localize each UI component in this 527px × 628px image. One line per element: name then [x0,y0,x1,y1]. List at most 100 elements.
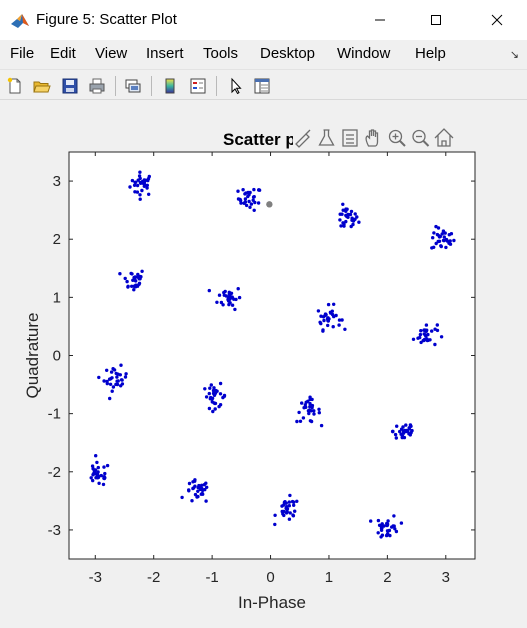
legend-button[interactable] [187,75,209,97]
scatter-point [213,391,218,395]
scatter-point [125,279,129,284]
chart-title: Scatter p [223,130,296,149]
scatter-point [217,293,222,297]
scatter-point [105,368,109,372]
scatter-point [285,507,289,512]
brush-icon[interactable] [293,128,313,148]
pan-icon[interactable] [363,128,384,148]
link-plot-button[interactable] [122,75,144,97]
scatter-point [377,523,382,527]
open-file-button[interactable] [31,75,53,97]
scatter-point [440,232,444,236]
scatter-point [130,272,134,276]
close-button[interactable] [474,0,520,40]
new-figure-button[interactable] [4,75,26,97]
menu-window[interactable]: Window [337,45,391,62]
scatter-point [109,370,114,374]
pointer-button[interactable] [225,75,247,97]
scatter-point [410,428,414,433]
scatter-point [287,517,292,521]
data-tips-icon[interactable] [316,128,337,148]
scatter-point [357,220,361,224]
matlab-logo-icon [10,10,30,30]
zoom-out-icon[interactable] [410,128,431,148]
scatter-point [119,363,123,367]
scatter-point [218,403,223,407]
scatter-point [137,174,142,178]
scatter-point [448,239,452,243]
save-icon [62,78,78,94]
menu-dock-arrow-icon[interactable]: ↘ [509,49,519,61]
scatter-point [228,292,233,296]
close-icon [491,14,503,26]
scatter-point [442,235,446,239]
brush-button[interactable] [293,128,313,148]
property-inspector-button[interactable] [251,75,273,97]
data-tips-button[interactable] [316,128,337,148]
scatter-point [337,323,341,327]
scatter-point [103,471,107,476]
menu-bar: File Edit View Insert Tools Desktop Wind… [0,40,527,68]
scatter-point [282,500,287,505]
scatter-point [222,393,227,398]
scatter-point [310,403,315,408]
menu-insert[interactable]: Insert [146,45,184,62]
home-icon[interactable] [434,128,454,148]
menu-tools[interactable]: Tools [203,45,239,62]
scatter-point [376,518,381,523]
maximize-button[interactable] [413,0,459,40]
scatter-point [203,487,207,492]
scatter-point [197,483,201,488]
scatter-point [321,329,325,333]
scatter-point [317,411,321,415]
scatter-point [112,368,117,372]
scatter-point [241,188,245,192]
save-button[interactable] [59,75,81,97]
scatter-point [252,195,256,199]
scatter-point [290,499,295,504]
colorbar-button[interactable] [159,75,181,97]
scatter-point [436,239,440,244]
scatter-point [200,483,204,487]
scatter-point [326,302,331,307]
scatter-point [334,313,338,318]
scatter-point [138,197,142,201]
scatter-point [312,409,316,413]
scatter-point [425,337,429,341]
scatter-point [439,335,444,339]
scatter-point [135,190,140,194]
menu-edit[interactable]: Edit [50,45,76,62]
scatter-point [132,277,137,281]
scatter-point [239,201,243,205]
menu-file[interactable]: File [10,45,35,62]
scatter-point [317,407,321,411]
x-axis-label: In-Phase [238,593,306,612]
scatter-point [404,423,408,427]
minimize-button[interactable] [357,0,403,40]
plot-browser-icon[interactable] [340,128,360,148]
scatter-point [91,478,95,483]
scatter-point [435,323,439,327]
menu-view[interactable]: View [95,45,128,62]
scatter-point [196,494,200,499]
scatter-point [105,379,109,384]
scatter-point [207,288,211,293]
scatter-point [351,219,356,223]
figure-canvas: -3 -2 -1 0 1 2 3 -3 -2 -1 0 1 2 3 In-Phase Quadratur… [0,101,527,628]
scatter-point [204,481,208,485]
zoom-in-icon[interactable] [387,128,407,148]
scatter-point [187,481,192,486]
print-button[interactable] [86,75,108,97]
scatter-point [431,236,435,240]
scatter-point [424,323,429,327]
plot-browser-button[interactable] [340,128,360,148]
menu-desktop[interactable]: Desktop [260,45,316,62]
scatter-point [326,323,330,328]
home-button[interactable] [434,128,454,148]
menu-help[interactable]: Help [415,45,446,62]
pan-button[interactable] [363,128,384,148]
scatter-point [97,375,101,380]
y-tick-label: 2 [53,231,61,248]
scatter-point [233,307,237,312]
scatter-point [138,277,142,281]
